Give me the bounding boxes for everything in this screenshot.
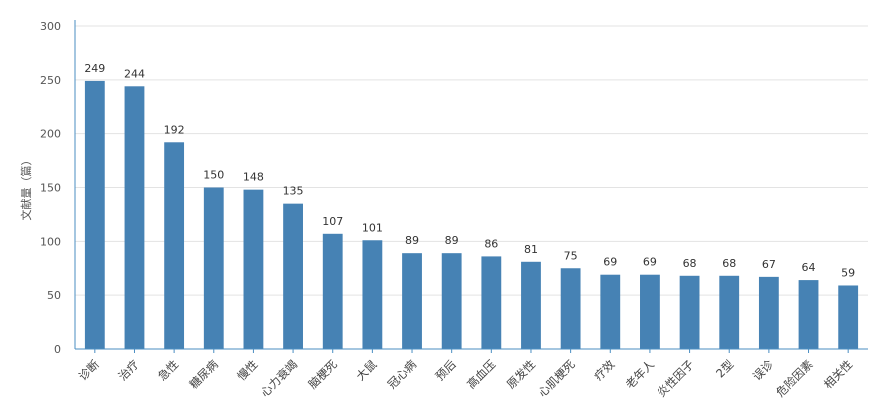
data-label: 148 bbox=[243, 171, 264, 184]
bar bbox=[838, 285, 859, 349]
category-label: 炎性因子 bbox=[654, 357, 696, 399]
bar bbox=[283, 203, 303, 349]
category-label: 脑梗死 bbox=[306, 357, 341, 392]
data-label: 135 bbox=[283, 185, 304, 198]
data-label: 68 bbox=[722, 257, 736, 270]
bar bbox=[521, 261, 541, 349]
bar bbox=[679, 275, 700, 349]
category-label: 疗效 bbox=[591, 357, 618, 384]
axes bbox=[74, 20, 868, 353]
category-label: 冠心病 bbox=[385, 357, 420, 392]
bar bbox=[164, 142, 185, 349]
y-tick-label: 0 bbox=[54, 343, 61, 356]
category-label: 误诊 bbox=[750, 357, 777, 384]
bar bbox=[758, 276, 779, 349]
data-label: 67 bbox=[762, 258, 776, 271]
bar bbox=[124, 86, 145, 349]
data-label: 244 bbox=[124, 67, 145, 80]
bar bbox=[481, 256, 502, 349]
data-label: 68 bbox=[683, 257, 697, 270]
y-tick-label: 100 bbox=[40, 235, 61, 248]
y-tick-label: 250 bbox=[40, 74, 61, 87]
data-label: 69 bbox=[643, 256, 657, 269]
bar bbox=[243, 189, 264, 349]
bar bbox=[441, 253, 462, 349]
bars bbox=[84, 80, 859, 349]
data-label: 89 bbox=[445, 234, 459, 247]
category-label: 心力衰竭 bbox=[258, 357, 300, 399]
y-tick-label: 200 bbox=[40, 128, 61, 141]
category-label: 大鼠 bbox=[353, 357, 380, 384]
category-label: 高血压 bbox=[464, 357, 498, 391]
y-tick-label: 150 bbox=[40, 182, 61, 195]
data-label: 107 bbox=[322, 215, 343, 228]
category-label: 预后 bbox=[433, 357, 459, 383]
data-label: 86 bbox=[484, 237, 498, 250]
category-label: 原发性 bbox=[504, 357, 538, 391]
y-tick-label: 300 bbox=[40, 20, 61, 33]
data-label: 249 bbox=[84, 62, 105, 75]
category-label: 诊断 bbox=[76, 357, 103, 384]
bar bbox=[798, 280, 819, 349]
data-label: 89 bbox=[405, 234, 419, 247]
bar bbox=[84, 80, 105, 349]
category-label: 危险因素 bbox=[773, 357, 815, 399]
data-label: 69 bbox=[603, 256, 617, 269]
category-label: 慢性 bbox=[234, 357, 260, 383]
category-label: 急性 bbox=[155, 357, 181, 383]
category-label: 治疗 bbox=[115, 357, 141, 383]
category-label: 相关性 bbox=[821, 357, 855, 391]
y-axis-title: 文献量（篇） bbox=[19, 155, 33, 221]
bar bbox=[402, 253, 422, 349]
bar bbox=[560, 268, 581, 349]
bar bbox=[362, 240, 383, 349]
bar bbox=[600, 274, 621, 349]
category-label: 2型 bbox=[713, 357, 736, 380]
data-label: 192 bbox=[164, 123, 185, 136]
category-label: 老年人 bbox=[623, 357, 658, 392]
gridlines bbox=[75, 25, 868, 296]
bar bbox=[719, 275, 740, 349]
bar bbox=[203, 187, 224, 349]
data-label: 75 bbox=[564, 249, 578, 262]
category-label: 心肌梗死 bbox=[535, 357, 578, 400]
data-label: 64 bbox=[802, 261, 816, 274]
y-tick-label: 50 bbox=[47, 289, 61, 302]
category-label: 糖尿病 bbox=[187, 357, 222, 392]
bar bbox=[322, 233, 343, 349]
bar bbox=[640, 274, 660, 349]
data-label: 101 bbox=[362, 221, 383, 234]
data-label: 59 bbox=[841, 266, 855, 279]
data-label: 81 bbox=[524, 243, 538, 256]
data-label: 150 bbox=[203, 169, 224, 182]
